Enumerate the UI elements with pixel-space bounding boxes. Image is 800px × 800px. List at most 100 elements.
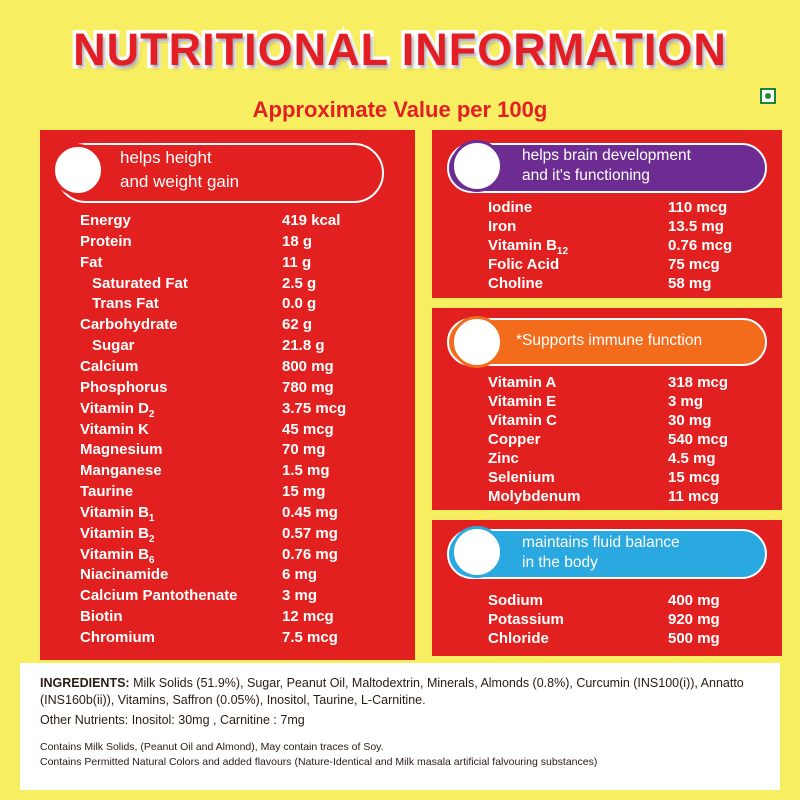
veg-dot: [765, 93, 771, 99]
nutrient-name: Energy: [80, 212, 131, 229]
nutrient-value: 6 mg: [282, 566, 318, 584]
footer: INGREDIENTS: Milk Solids (51.9%), Sugar,…: [20, 663, 780, 790]
nutrient-label: Chloride: [488, 630, 549, 647]
nutrient-name: Calcium: [80, 358, 138, 375]
nutrient-label: Vitamin B: [80, 524, 149, 542]
other-nutrients: Other Nutrients: Inositol: 30mg , Carnit…: [40, 713, 305, 727]
nutrient-label: Fat: [80, 253, 103, 271]
nutrient-value: 318 mcg: [668, 374, 729, 391]
nutrient-value: 400 mg: [668, 592, 720, 609]
heading-line: in the body: [522, 554, 598, 571]
heading-line: helps brain development: [522, 147, 691, 164]
nutrient-label: Vitamin B: [80, 545, 149, 563]
heading-line: *Supports immune function: [516, 332, 703, 349]
nutrient-value: 21.8 g: [282, 337, 325, 355]
nutrient-name: Manganese: [80, 462, 162, 479]
nutrient-label: Selenium: [488, 469, 555, 486]
nutrient-name: Selenium: [488, 469, 555, 486]
nutrient-name: Vitamin B2: [80, 525, 154, 545]
nutrient-label: Iodine: [488, 199, 533, 216]
subscript: 12: [556, 246, 569, 257]
heading-line: and weight gain: [120, 172, 240, 191]
nutrient-label: Sugar: [92, 337, 135, 355]
nutrient-value: 62 g: [282, 316, 313, 334]
nutrient-value: 2.5 g: [282, 274, 317, 292]
subscript: 1: [148, 512, 155, 524]
nutrient-value: 0.45 mg: [282, 503, 338, 521]
icon: [451, 140, 503, 192]
nutrient-value: 0.57 mg: [282, 524, 338, 542]
ingredients-label: INGREDIENTS:: [40, 676, 130, 690]
note: Contains Permitted Natural Colors and ad…: [40, 756, 598, 768]
nutrient-value: 75 mcg: [668, 256, 720, 273]
nutrient-value: 0.76 mcg: [668, 237, 733, 254]
nutrient-value: 13.5 mg: [668, 218, 724, 235]
nutrient-label: Niacinamide: [80, 566, 169, 584]
nutrient-value: 780 mg: [282, 378, 334, 396]
nutrient-label: Manganese: [80, 462, 162, 480]
ingredients-text: Milk Solids (51.9%), Sugar, Peanut Oil, …: [40, 676, 744, 707]
nutrient-name: Folic Acid: [488, 256, 559, 273]
icon: [52, 144, 104, 196]
nutrient-name: Chromium: [80, 629, 155, 646]
nutrient-name: Protein: [80, 233, 132, 250]
nutrient-label: Potassium: [488, 611, 564, 628]
note: Contains Milk Solids, (Peanut Oil and Al…: [40, 741, 384, 753]
nutrient-label: Vitamin C: [488, 412, 557, 429]
nutrient-label: Zinc: [488, 450, 519, 467]
heading-line: helps height: [120, 148, 212, 167]
nutrient-name: Carbohydrate: [80, 316, 178, 333]
nutrient-label: Vitamin E: [488, 393, 557, 410]
icon: [451, 316, 503, 368]
nutrient-value: 3 mg: [668, 393, 704, 410]
nutrient-name: Phosphorus: [80, 379, 168, 396]
nutrient-label: Trans Fat: [92, 295, 159, 313]
nutrient-name: Vitamin E: [488, 393, 556, 410]
notes: Contains Milk Solids, (Peanut Oil and Al…: [40, 740, 597, 770]
nutrient-label: Carbohydrate: [80, 316, 178, 334]
nutrient-name: Magnesium: [80, 441, 163, 458]
subscript: 2: [148, 408, 155, 420]
nutrient-name: Potassium: [488, 611, 564, 628]
nutrient-label: Phosphorus: [80, 378, 168, 396]
nutrient-value: 0.76 mg: [282, 545, 338, 563]
nutrient-value: 110 mcg: [668, 199, 728, 216]
heading-pill: [447, 529, 767, 579]
nutrient-name: Biotin: [80, 608, 123, 625]
nutrient-name: Copper: [488, 431, 541, 448]
nutrient-value: 11 g: [282, 253, 312, 271]
nutrient-value: 11 mcg: [668, 488, 719, 505]
nutrient-value: 3.75 mcg: [282, 399, 347, 417]
nutrient-name: Taurine: [80, 483, 133, 500]
nutrient-name: Trans Fat: [92, 295, 159, 312]
nutrient-value: 500 mg: [668, 630, 720, 647]
nutrient-label: Vitamin D: [80, 399, 149, 417]
nutrient-value: 58 mg: [668, 275, 712, 292]
nutrient-name: Vitamin B1: [80, 504, 154, 524]
nutrient-label: Saturated Fat: [92, 274, 188, 292]
nutrient-value: 15 mg: [282, 483, 326, 501]
nutrient-name: Choline: [488, 275, 543, 292]
nutrient-label: Molybdenum: [488, 488, 581, 505]
nutrient-name: Calcium Pantothenate: [80, 587, 238, 604]
nutrient-label: Sodium: [488, 592, 543, 609]
nutrient-label: Vitamin K: [80, 420, 149, 438]
nutrient-label: Protein: [80, 232, 132, 250]
nutrient-value: 30 mg: [668, 412, 712, 429]
nutrient-name: Vitamin B12: [488, 237, 568, 257]
nutrient-value: 70 mg: [282, 441, 326, 459]
nutrient-name: Fat: [80, 254, 103, 271]
nutrient-value: 419 kcal: [282, 212, 341, 229]
nutrient-value: 0.0 g: [282, 295, 317, 313]
nutrient-value: 920 mg: [668, 611, 720, 628]
nutrient-value: 12 mcg: [282, 608, 334, 626]
nutrient-name: Niacinamide: [80, 566, 168, 583]
nutrient-label: Copper: [488, 431, 541, 448]
nutrient-name: Vitamin B6: [80, 546, 154, 566]
panel: [40, 130, 415, 660]
nutrient-name: Vitamin D2: [80, 400, 154, 420]
nutrient-value: 7.5 mcg: [282, 629, 338, 646]
nutrient-value: 18 g: [282, 232, 313, 250]
nutrient-name: Sugar: [92, 337, 135, 354]
nutrient-value: 3 mg: [282, 587, 318, 605]
